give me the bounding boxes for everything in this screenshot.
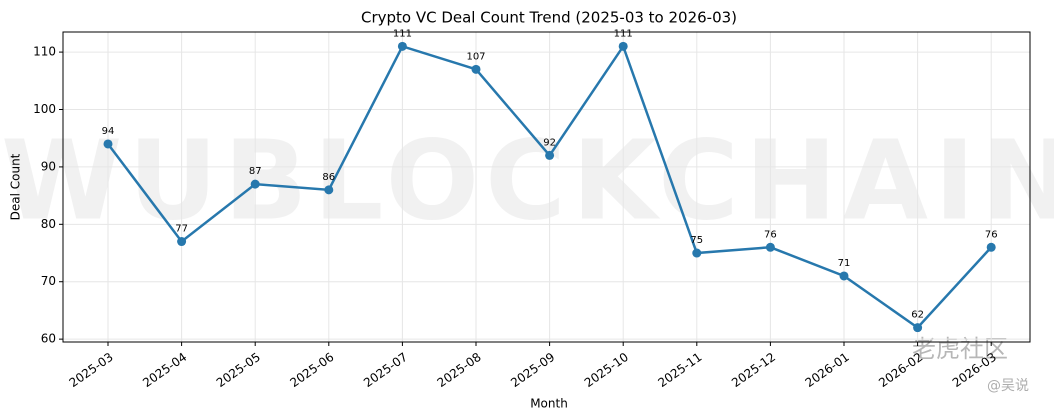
data-label: 76 — [764, 229, 777, 240]
data-label: 76 — [985, 229, 998, 240]
x-tick-label: 2025-09 — [508, 350, 557, 390]
x-tick-label: 2025-08 — [435, 350, 484, 390]
x-tick-label: 2025-05 — [214, 350, 263, 390]
y-tick-label: 90 — [41, 159, 56, 173]
data-point — [324, 185, 334, 195]
plot-frame — [62, 31, 1031, 343]
data-label: 111 — [393, 28, 412, 39]
x-tick-label: 2026-02 — [876, 350, 925, 390]
x-axis-label: Month — [530, 397, 568, 411]
watermark: WUBLOCKCHAIN — [1, 116, 1054, 244]
data-label: 87 — [249, 166, 262, 177]
y-tick-label: 100 — [33, 102, 56, 116]
data-label: 92 — [543, 137, 556, 148]
data-label: 111 — [614, 28, 633, 39]
x-tick-label: 2025-06 — [287, 350, 336, 390]
data-label: 75 — [690, 235, 703, 246]
x-tick-label: 2025-12 — [729, 350, 778, 390]
y-tick-label: 80 — [41, 217, 56, 231]
data-label: 107 — [466, 51, 485, 62]
x-tick-label: 2025-10 — [582, 350, 631, 390]
data-point — [250, 179, 260, 189]
x-tick-label: 2026-01 — [803, 350, 852, 390]
chart-title: Crypto VC Deal Count Trend (2025-03 to 2… — [361, 9, 737, 27]
data-label: 62 — [911, 310, 924, 321]
data-point — [986, 242, 996, 252]
x-tick-label: 2025-07 — [361, 350, 410, 390]
data-point — [103, 139, 113, 149]
y-axis-label: Deal Count — [9, 153, 23, 220]
data-point — [692, 248, 702, 258]
data-point — [618, 41, 628, 51]
y-tick-label: 70 — [41, 274, 56, 288]
y-tick-label: 110 — [33, 45, 56, 59]
data-point — [397, 41, 407, 51]
data-point — [471, 64, 481, 74]
watermark: @吴说 — [987, 378, 1029, 394]
data-point — [839, 271, 849, 281]
data-point — [177, 237, 187, 247]
data-label: 71 — [838, 258, 851, 269]
data-label: 86 — [322, 172, 335, 183]
x-tick-label: 2025-03 — [67, 350, 116, 390]
data-point — [913, 323, 923, 333]
y-tick-label: 60 — [41, 332, 56, 346]
x-tick-label: 2025-04 — [140, 350, 189, 390]
data-point — [765, 242, 775, 252]
data-label: 94 — [102, 126, 115, 137]
data-point — [545, 150, 555, 160]
x-tick-label: 2025-11 — [655, 350, 704, 390]
data-label: 77 — [175, 224, 188, 235]
watermark: 老虎社区 — [912, 335, 1008, 363]
